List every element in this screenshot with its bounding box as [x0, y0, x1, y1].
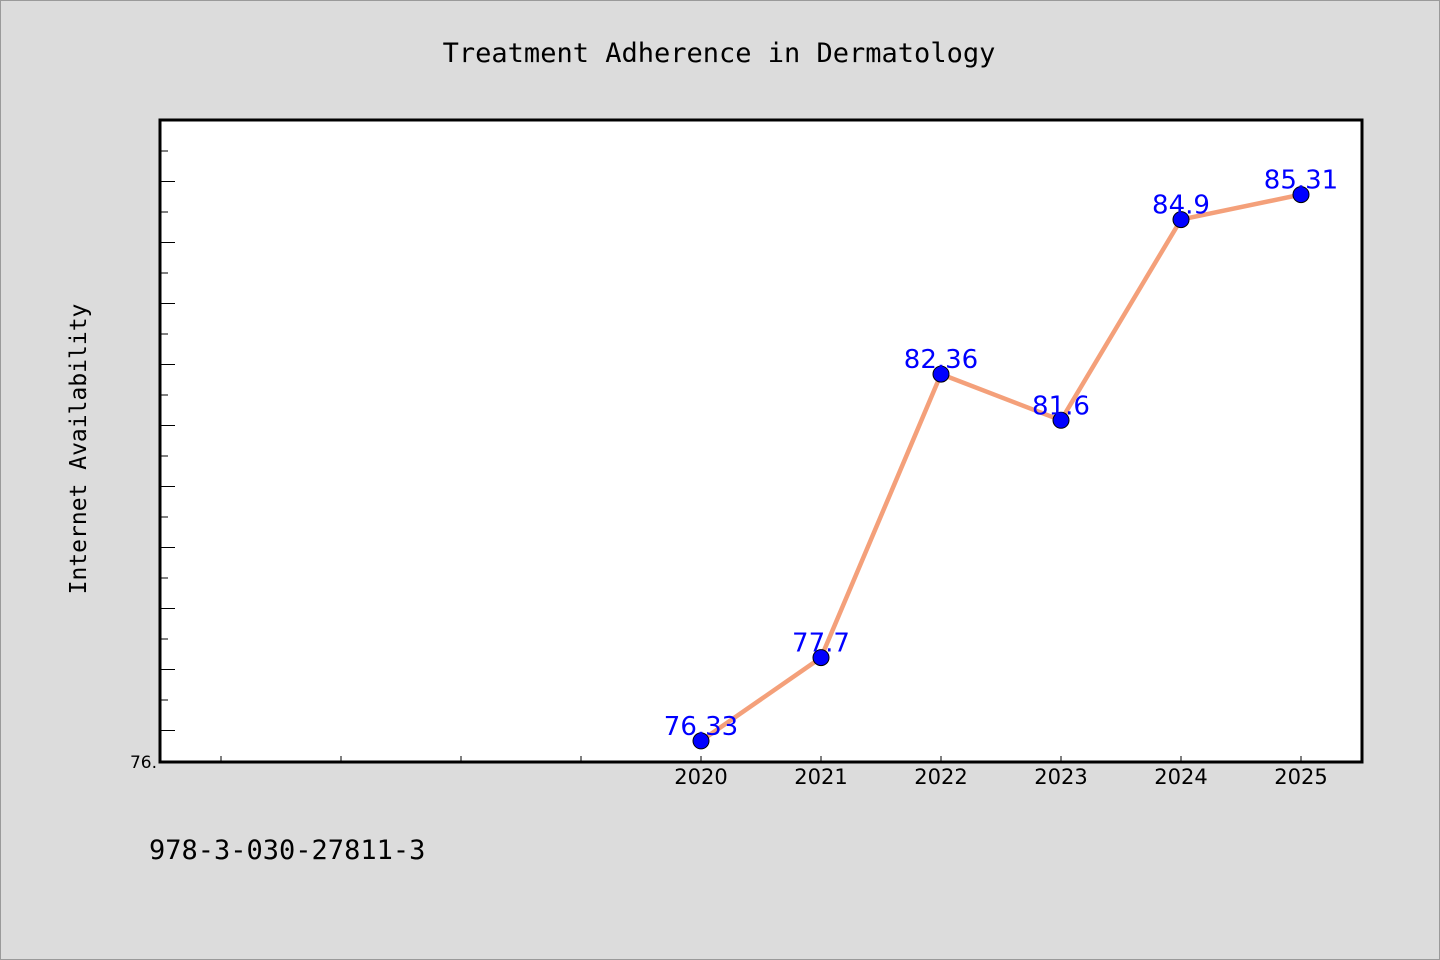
data-label: 84.9: [1152, 191, 1210, 221]
data-label: 81.6: [1032, 391, 1090, 421]
chart-title: Treatment Adherence in Dermatology: [443, 38, 996, 69]
data-label: 85.31: [1264, 166, 1338, 196]
data-point-marker: [1172, 211, 1190, 229]
series-markers: [692, 186, 1310, 750]
data-point-marker: [1292, 186, 1310, 204]
x-tick-label: 2020: [674, 765, 727, 789]
footer-isbn-text: 978-3-030-27811-3: [149, 835, 426, 866]
data-labels: 76.33 77.7 82.36 81.6 84.9 85.31: [664, 166, 1338, 742]
y-axis-ticks: [161, 150, 175, 762]
x-tick-label: 2024: [1154, 765, 1207, 789]
x-tick-label: 2022: [914, 765, 967, 789]
y-axis-label: Internet Availability: [66, 304, 92, 595]
data-point-marker: [812, 649, 830, 667]
plot-area: [158, 118, 1364, 764]
data-point-marker: [1052, 411, 1070, 429]
x-axis-ticks: [220, 756, 1302, 761]
data-point-marker: [692, 732, 710, 750]
x-axis-tick-labels: 2020 2021 2022 2023 2024 2025: [674, 765, 1327, 789]
y-tick-label: 76.: [130, 753, 157, 773]
x-tick-label: 2021: [794, 765, 847, 789]
series-line: [698, 192, 1304, 744]
data-label: 77.7: [792, 629, 850, 659]
x-tick-label: 2025: [1274, 765, 1327, 789]
x-tick-label: 2023: [1034, 765, 1087, 789]
data-point-marker: [932, 365, 950, 383]
data-label: 82.36: [904, 345, 978, 375]
data-label: 76.33: [664, 712, 738, 742]
